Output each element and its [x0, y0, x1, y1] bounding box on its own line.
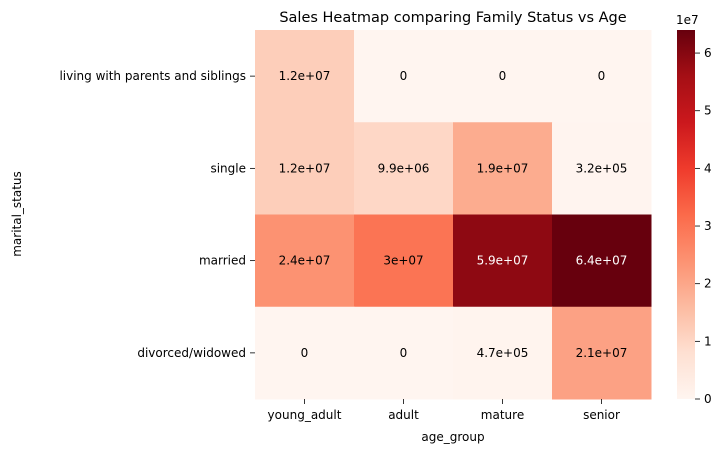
x-tick-label: senior	[583, 408, 620, 422]
colorbar-ticks: 0 1 2 3 4 5 6	[695, 46, 712, 406]
colorbar-tick-label: 1	[704, 334, 712, 348]
x-axis-label: age_group	[421, 430, 484, 444]
cell-value-label: 3e+07	[383, 254, 423, 268]
colorbar-tick-label: 4	[704, 161, 712, 175]
cell-value-label: 1.2e+07	[279, 69, 331, 83]
cell-value-label: 0	[598, 69, 606, 83]
cell-value-label: 0	[400, 346, 408, 360]
heatmap-cell	[255, 306, 355, 400]
cell-value-label: 4.7e+05	[477, 346, 529, 360]
heatmap-cell	[255, 30, 355, 123]
heatmap-cell	[354, 122, 454, 215]
y-axis-ticks: living with parents and siblings single ma…	[59, 69, 255, 360]
cell-value-label: 0	[400, 69, 408, 83]
heatmap-cell	[453, 214, 553, 308]
colorbar-tick-label: 0	[704, 392, 712, 406]
colorbar-tick-label: 6	[704, 46, 712, 60]
cell-value-label: 9.9e+06	[378, 161, 430, 175]
x-axis-ticks: young_adult adult mature senior	[268, 399, 620, 422]
heatmap-cell	[552, 30, 652, 123]
heatmap-cell	[354, 306, 454, 400]
heatmap-cell	[552, 214, 652, 308]
cell-value-label: 0	[301, 346, 309, 360]
colorbar-offset-label: 1e7	[676, 13, 699, 27]
colorbar	[677, 30, 695, 399]
y-tick-label: living with parents and siblings	[59, 69, 246, 83]
cell-value-label: 1.2e+07	[279, 161, 331, 175]
heatmap-cell	[354, 214, 454, 308]
x-tick-label: young_adult	[268, 408, 342, 422]
heatmap-cells	[255, 30, 652, 400]
heatmap-cell	[453, 30, 553, 123]
y-tick-label: divorced/widowed	[137, 346, 246, 360]
cell-value-label: 2.1e+07	[576, 346, 628, 360]
heatmap-cell	[255, 214, 355, 308]
cell-value-label: 3.2e+05	[576, 161, 628, 175]
heatmap-cell-labels: 1.2e+07 0 0 0 1.2e+07 9.9e+06 1.9e+07 3.2e+05 2.…	[279, 69, 628, 360]
x-tick-label: adult	[388, 408, 419, 422]
cell-value-label: 6.4e+07	[576, 254, 628, 268]
colorbar-tick-label: 5	[704, 104, 712, 118]
cell-value-label: 5.9e+07	[477, 254, 529, 268]
x-tick-label: mature	[481, 408, 524, 422]
colorbar-tick-label: 3	[704, 219, 712, 233]
heatmap-cell	[255, 122, 355, 215]
y-tick-label: married	[199, 254, 246, 268]
cell-value-label: 1.9e+07	[477, 161, 529, 175]
chart-title: Sales Heatmap comparing Family Status vs…	[279, 10, 626, 26]
y-axis-label: marital_status	[10, 171, 24, 257]
heatmap-cell	[552, 122, 652, 215]
cell-value-label: 2.4e+07	[279, 254, 331, 268]
heatmap-cell	[354, 30, 454, 123]
heatmap-cell	[453, 306, 553, 400]
colorbar-tick-label: 2	[704, 277, 712, 291]
y-tick-label: single	[210, 161, 246, 175]
heatmap-cell	[453, 122, 553, 215]
cell-value-label: 0	[499, 69, 507, 83]
heatmap-cell	[552, 306, 652, 400]
